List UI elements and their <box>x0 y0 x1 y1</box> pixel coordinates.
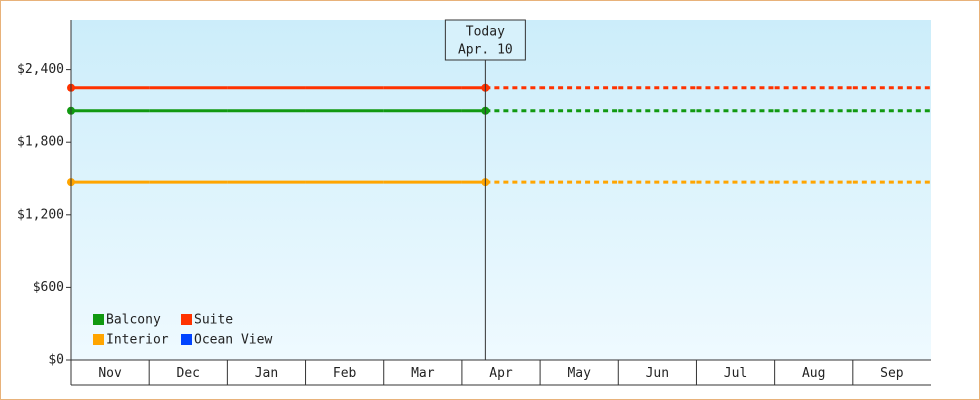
today-box <box>444 19 526 61</box>
legend-label: Interior <box>106 333 169 348</box>
x-tick-label: Jul <box>724 366 747 381</box>
x-tick-label: Nov <box>98 366 122 381</box>
x-tick-label: Jan <box>255 366 278 381</box>
y-tick-label: $1,200 <box>17 207 64 222</box>
legend-swatch <box>181 314 192 325</box>
plot-area <box>71 20 931 360</box>
y-tick-label: $0 <box>48 353 64 368</box>
x-tick-label: Feb <box>333 366 357 381</box>
legend-swatch <box>181 334 192 345</box>
x-tick-label: Mar <box>411 366 435 381</box>
legend-label: Balcony <box>106 313 161 328</box>
x-tick-label: Dec <box>177 366 200 381</box>
legend-swatch <box>93 314 104 325</box>
x-tick-label: Sep <box>880 366 904 381</box>
legend-label: Suite <box>194 313 233 328</box>
x-tick-label: Aug <box>802 366 825 381</box>
legend-swatch <box>93 334 104 345</box>
today-label: Today <box>466 25 505 40</box>
x-tick-label: Apr <box>489 366 513 381</box>
y-tick-label: $600 <box>33 280 64 295</box>
today-date: Apr. 10 <box>458 43 513 58</box>
y-tick-label: $2,400 <box>17 62 64 77</box>
x-tick-label: May <box>567 366 591 381</box>
x-tick-label: Jun <box>646 366 669 381</box>
y-tick-label: $1,800 <box>17 135 64 150</box>
legend-label: Ocean View <box>194 333 272 348</box>
